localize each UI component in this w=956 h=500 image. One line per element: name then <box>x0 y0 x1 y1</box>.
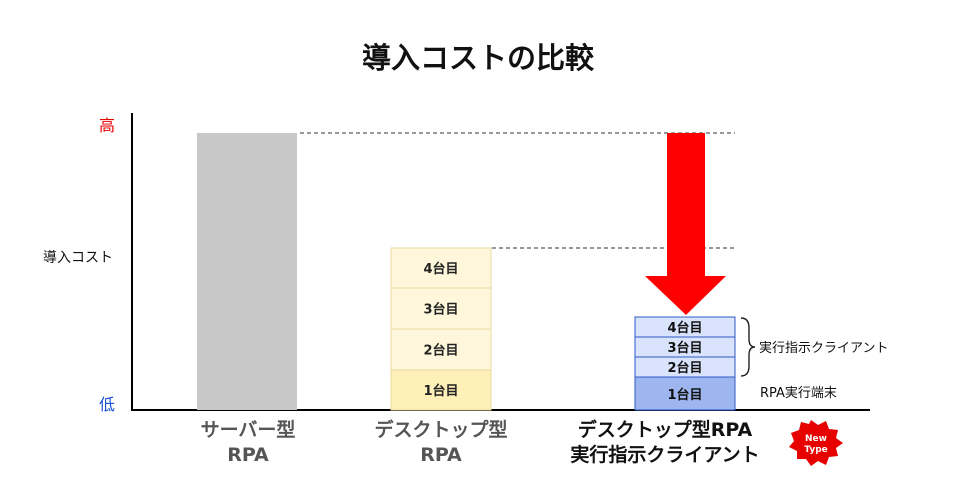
bar-client-label-3: 3台目 <box>667 340 702 356</box>
bar-desktop-label-4: 4台目 <box>423 261 458 277</box>
category-label-3-line-1: デスクトップ型RPA <box>578 418 753 441</box>
bar-desktop-segment-3 <box>390 287 492 330</box>
category-label-2-line-1: デスクトップ型 <box>374 418 507 441</box>
annotation-brace-label: 実行指示クライアント <box>759 340 888 356</box>
category-label-3-line-2: 実行指示クライアント <box>570 443 759 466</box>
badge-label-line-2: Type <box>804 445 827 455</box>
bar-client-segment-4 <box>634 316 736 338</box>
new-type-badge <box>789 420 843 466</box>
bar-client-label-4: 4台目 <box>667 320 702 336</box>
bar-client-label-2: 2台目 <box>667 360 702 376</box>
y-tick-high: 高 <box>99 116 115 135</box>
bar-server-rpa <box>197 133 297 410</box>
y-tick-low: 低 <box>99 395 115 414</box>
chart-title: 導入コストの比較 <box>362 41 595 75</box>
badge-label-line-1: New <box>805 434 827 444</box>
bar-desktop-label-2: 2台目 <box>423 343 458 359</box>
y-axis-label: 導入コスト <box>43 250 113 266</box>
category-label-1-line-2: RPA <box>227 444 269 466</box>
reduction-arrow <box>645 133 726 315</box>
bar-client-base-label: 1台目 <box>667 387 702 403</box>
category-label-1-line-1: サーバー型 <box>201 418 296 441</box>
brace-icon <box>740 317 756 377</box>
bar-desktop-label-1: 1台目 <box>423 383 458 399</box>
bar-desktop-segment-1 <box>390 369 492 411</box>
bar-client-base <box>634 376 736 411</box>
bar-desktop-segment-4 <box>390 247 492 289</box>
category-label-2-line-2: RPA <box>420 444 462 466</box>
bar-desktop-label-3: 3台目 <box>423 302 458 318</box>
annotation-base-label: RPA実行端末 <box>760 385 837 401</box>
